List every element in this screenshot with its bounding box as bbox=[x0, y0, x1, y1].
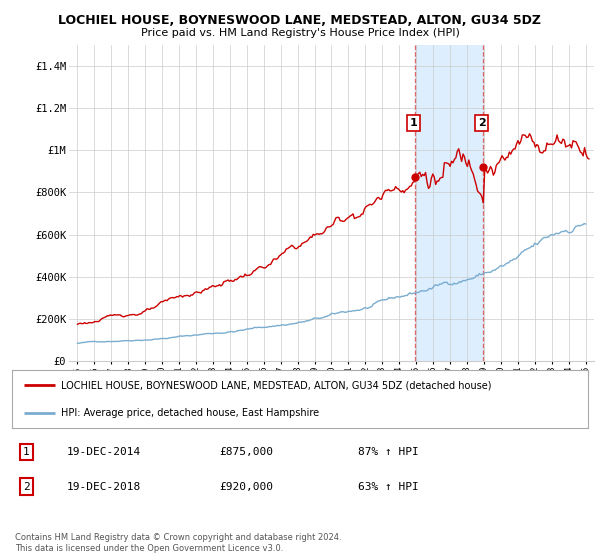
Text: £875,000: £875,000 bbox=[220, 447, 274, 457]
Text: 19-DEC-2018: 19-DEC-2018 bbox=[67, 482, 141, 492]
Text: 63% ↑ HPI: 63% ↑ HPI bbox=[358, 482, 418, 492]
Text: £920,000: £920,000 bbox=[220, 482, 274, 492]
Bar bbox=[415, 45, 483, 361]
Text: 2: 2 bbox=[23, 482, 30, 492]
Text: 1: 1 bbox=[410, 118, 418, 128]
Text: Price paid vs. HM Land Registry's House Price Index (HPI): Price paid vs. HM Land Registry's House … bbox=[140, 28, 460, 38]
Text: 19-DEC-2014: 19-DEC-2014 bbox=[67, 447, 141, 457]
Text: LOCHIEL HOUSE, BOYNESWOOD LANE, MEDSTEAD, ALTON, GU34 5DZ (detached house): LOCHIEL HOUSE, BOYNESWOOD LANE, MEDSTEAD… bbox=[61, 380, 491, 390]
Text: 2: 2 bbox=[478, 118, 485, 128]
Text: 1: 1 bbox=[23, 447, 30, 457]
Text: HPI: Average price, detached house, East Hampshire: HPI: Average price, detached house, East… bbox=[61, 408, 319, 418]
Text: Contains HM Land Registry data © Crown copyright and database right 2024.
This d: Contains HM Land Registry data © Crown c… bbox=[15, 533, 341, 553]
Text: 87% ↑ HPI: 87% ↑ HPI bbox=[358, 447, 418, 457]
Text: LOCHIEL HOUSE, BOYNESWOOD LANE, MEDSTEAD, ALTON, GU34 5DZ: LOCHIEL HOUSE, BOYNESWOOD LANE, MEDSTEAD… bbox=[59, 14, 542, 27]
